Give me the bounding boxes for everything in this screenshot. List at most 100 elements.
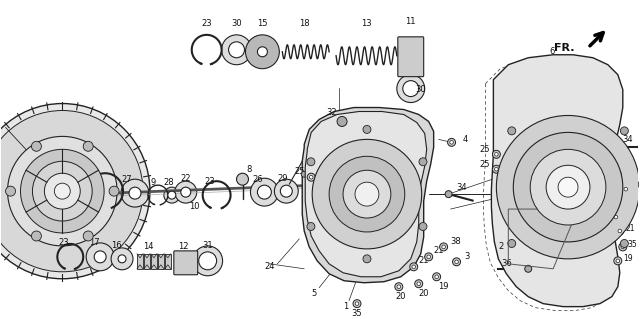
Circle shape — [33, 161, 92, 221]
Text: 15: 15 — [257, 19, 268, 28]
Text: 34: 34 — [623, 135, 633, 144]
Circle shape — [307, 173, 315, 181]
Text: 6: 6 — [549, 47, 555, 56]
Text: 7: 7 — [310, 170, 315, 179]
Circle shape — [355, 182, 379, 206]
Circle shape — [355, 302, 359, 305]
Text: 22: 22 — [180, 174, 191, 183]
Circle shape — [497, 115, 640, 259]
Polygon shape — [305, 112, 427, 277]
Polygon shape — [151, 254, 157, 269]
Circle shape — [118, 255, 126, 263]
Circle shape — [301, 171, 307, 177]
Circle shape — [343, 170, 391, 218]
Text: 20: 20 — [631, 181, 640, 190]
FancyBboxPatch shape — [174, 251, 198, 275]
Text: 31: 31 — [202, 241, 213, 250]
Polygon shape — [302, 108, 434, 283]
Circle shape — [221, 35, 252, 65]
Text: FR.: FR. — [554, 43, 574, 53]
Circle shape — [508, 127, 516, 135]
Circle shape — [228, 42, 244, 58]
Circle shape — [620, 240, 628, 248]
Circle shape — [312, 139, 422, 249]
Text: 17: 17 — [89, 238, 99, 248]
Circle shape — [0, 110, 143, 272]
Circle shape — [417, 282, 420, 286]
Text: 21: 21 — [625, 225, 634, 234]
Circle shape — [111, 248, 133, 270]
Circle shape — [307, 223, 315, 230]
Text: 35: 35 — [352, 309, 362, 318]
Circle shape — [397, 285, 401, 288]
Text: 19: 19 — [623, 254, 632, 263]
Circle shape — [622, 185, 630, 193]
Text: 21: 21 — [433, 246, 444, 256]
Circle shape — [275, 179, 298, 203]
Circle shape — [495, 152, 498, 156]
Circle shape — [452, 258, 461, 266]
Text: 33: 33 — [91, 172, 102, 181]
Circle shape — [450, 141, 453, 144]
FancyBboxPatch shape — [398, 37, 424, 77]
Circle shape — [614, 257, 622, 265]
Circle shape — [164, 187, 180, 203]
Text: 34: 34 — [456, 183, 467, 192]
Circle shape — [618, 229, 621, 233]
Circle shape — [54, 183, 70, 199]
Circle shape — [525, 265, 532, 272]
Text: 38: 38 — [623, 197, 632, 207]
Text: 16: 16 — [111, 241, 122, 250]
Circle shape — [83, 231, 93, 241]
Circle shape — [492, 165, 500, 173]
Text: 2: 2 — [499, 242, 504, 251]
Circle shape — [616, 259, 620, 263]
Text: 25: 25 — [294, 167, 305, 176]
Circle shape — [508, 240, 516, 248]
Text: 24: 24 — [264, 262, 275, 271]
Circle shape — [445, 191, 452, 197]
Circle shape — [31, 231, 42, 241]
Circle shape — [442, 245, 445, 249]
Text: 35: 35 — [628, 241, 637, 249]
Circle shape — [412, 265, 415, 269]
Text: 18: 18 — [299, 19, 310, 28]
Circle shape — [619, 243, 627, 251]
Circle shape — [620, 127, 628, 135]
Text: 3: 3 — [623, 211, 628, 219]
Text: 5: 5 — [312, 289, 317, 298]
Text: 28: 28 — [164, 178, 174, 187]
Circle shape — [419, 223, 427, 230]
Circle shape — [616, 170, 624, 178]
Circle shape — [530, 149, 606, 225]
Circle shape — [83, 141, 93, 151]
Text: 20: 20 — [396, 292, 406, 301]
Polygon shape — [137, 254, 143, 269]
Text: 21: 21 — [625, 165, 634, 174]
Text: 25: 25 — [479, 160, 490, 169]
Text: 26: 26 — [252, 175, 263, 184]
Text: 8: 8 — [247, 165, 252, 174]
Circle shape — [415, 280, 422, 288]
Circle shape — [257, 185, 271, 199]
Circle shape — [546, 165, 590, 209]
Text: 37: 37 — [533, 252, 543, 261]
Circle shape — [363, 125, 371, 133]
Circle shape — [31, 141, 42, 151]
Polygon shape — [158, 254, 164, 269]
Text: 23: 23 — [202, 19, 212, 28]
Circle shape — [435, 275, 438, 278]
Circle shape — [558, 177, 578, 197]
Circle shape — [280, 185, 292, 197]
Circle shape — [198, 252, 216, 270]
Circle shape — [624, 187, 628, 191]
Circle shape — [513, 132, 623, 242]
Circle shape — [455, 260, 458, 263]
Text: 3: 3 — [464, 252, 469, 261]
Circle shape — [616, 227, 624, 235]
Circle shape — [403, 81, 419, 97]
Circle shape — [175, 181, 196, 203]
Text: 30: 30 — [231, 19, 242, 28]
Circle shape — [616, 202, 620, 206]
Circle shape — [616, 144, 623, 151]
